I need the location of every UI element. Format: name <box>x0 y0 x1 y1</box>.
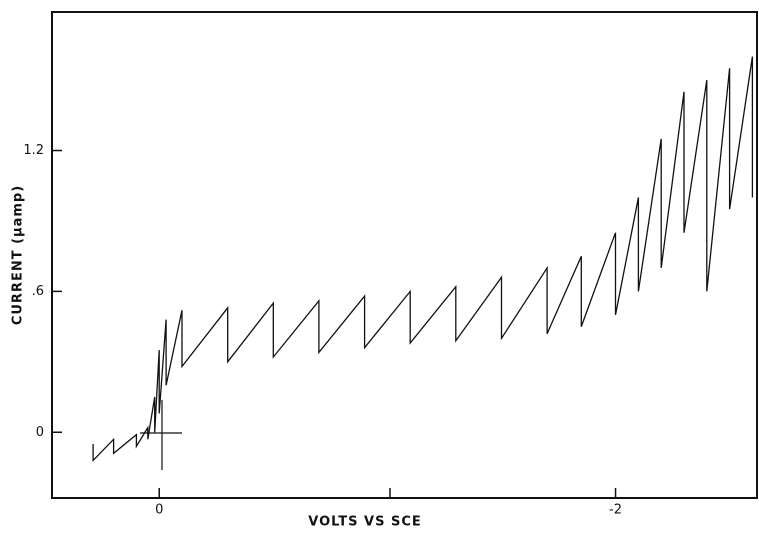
trace <box>92 56 754 463</box>
x-tick-label: -2 <box>609 503 622 518</box>
y-tick-label: .6 <box>32 284 44 299</box>
y-tick-label: 0 <box>36 425 44 440</box>
y-tick-label: 1.2 <box>23 143 44 158</box>
plot-frame <box>51 11 758 499</box>
y-axis-title: CURRENT (μamp) <box>11 185 26 325</box>
x-tick-label: 0 <box>155 503 163 518</box>
x-axis-title: VOLTS VS SCE <box>308 515 422 530</box>
